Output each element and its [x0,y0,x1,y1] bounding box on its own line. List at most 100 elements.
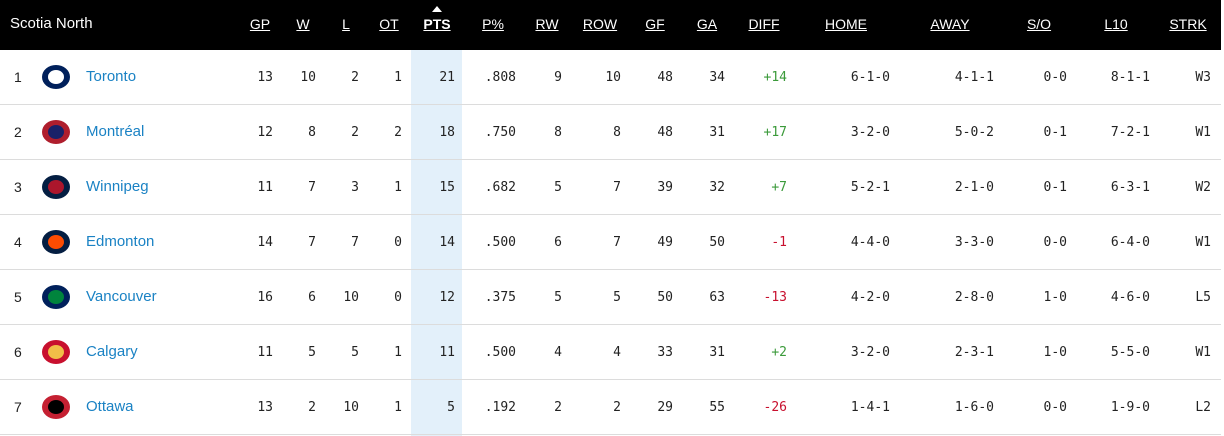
stat-cell: 5 [613,290,621,305]
stat-cell: 2-8-0 [954,290,994,305]
stat-cell: 4-2-0 [850,290,890,305]
stat-cell: 48 [657,70,673,85]
team-name[interactable]: Montréal [86,123,145,140]
table-header: Scotia North GP W L OT PTS P% RW ROW GF GA DIFF HOM… [0,0,1221,50]
column-header[interactable]: W [296,16,310,32]
stat-cell: 13 [257,400,273,415]
stat-cell: 3 [351,180,359,195]
stat-cell: 2 [613,400,621,415]
column-header[interactable]: GP [249,16,271,32]
stat-cell: 4-1-1 [954,70,994,85]
team-row: 1 Toronto 13 10 2 1 21.808 9 10 48 34 +14 6-1-0 4-1-1… [0,50,1221,105]
stat-cell: 7 [351,235,359,250]
stat-cell: .750 [484,125,516,140]
column-header[interactable]: GA [696,16,718,32]
stat-cell: 31 [709,345,725,360]
stat-cell: 5 [308,345,316,360]
stat-cell: 2 [351,125,359,140]
stat-cell: 7 [613,235,621,250]
stat-cell: 5 [447,400,455,415]
stat-cell: +2 [771,345,787,360]
stat-cell: 5-0-2 [954,125,994,140]
stat-cell: 4-4-0 [850,235,890,250]
team-row: 4 Edmonton 14 7 7 0 14 .500 6 7 49 50 -1 4-4-0 3-3-0 0-… [0,215,1221,270]
stat-cell: 18 [439,125,455,140]
team-name[interactable]: Winnipeg [86,178,149,195]
stat-cell: 1 [394,180,402,195]
stat-cell: .500 [484,345,516,360]
stat-cell: 5 [351,345,359,360]
stat-cell: 3-2-0 [850,125,890,140]
team-logo [42,230,70,254]
column-header[interactable]: PTS [423,16,451,32]
rank: 7 [14,399,22,415]
stat-cell: 7 [308,235,316,250]
stat-cell: 0 [394,235,402,250]
team-logo [42,65,70,89]
team-row: 5 Vancouver 16 6 10 0 12 .375 5 5 50 63 -13 4-2-0 2-8-… [0,270,1221,325]
stat-cell: 2-3-1 [954,345,994,360]
stat-cell: 0-0 [1043,70,1067,85]
stat-cell: 50 [657,290,673,305]
stat-cell: 34 [709,70,725,85]
stat-cell: 2-1-0 [954,180,994,195]
stat-cell: 15 [439,180,455,195]
stat-cell: 6 [554,235,562,250]
column-header[interactable]: OT [379,16,399,32]
stat-cell: 5-2-1 [850,180,890,195]
team-name[interactable]: Toronto [86,68,137,85]
team-name[interactable]: Calgary [86,343,138,360]
stat-cell: 10 [343,400,359,415]
stat-cell: +14 [763,70,787,85]
stat-cell: 0-0 [1043,400,1067,415]
column-header[interactable]: HOME [825,16,867,32]
rank: 4 [14,234,22,250]
column-header[interactable]: L [342,16,350,32]
stat-cell: .500 [484,235,516,250]
team-row: 3 Winnipeg 11 7 3 1 15 .682 5 7 39 32 +7 5-2-1 2-1-0 0-… [0,160,1221,215]
column-header[interactable]: ROW [582,16,618,32]
stat-cell: 31 [709,125,725,140]
column-header[interactable]: RW [535,16,559,32]
rank: 3 [14,179,22,195]
stat-cell: +7 [771,180,787,195]
stat-cell: W1 [1195,125,1211,140]
stat-cell: 63 [709,290,725,305]
stat-cell: 1-9-0 [1110,400,1150,415]
stat-cell: 1-0 [1043,345,1067,360]
team-name[interactable]: Ottawa [86,398,134,415]
stat-cell: 6-3-1 [1110,180,1150,195]
stat-cell: W2 [1195,180,1211,195]
stat-cell: 1-6-0 [954,400,994,415]
team-name[interactable]: Vancouver [86,288,157,305]
stat-cell: -26 [763,400,787,415]
stat-cell: 11 [257,345,273,360]
column-header[interactable]: GF [645,16,665,32]
stat-cell: 6-4-0 [1110,235,1150,250]
column-header[interactable]: STRK [1169,16,1207,32]
stat-cell: W3 [1195,70,1211,85]
column-header[interactable]: AWAY [930,16,970,32]
column-header[interactable]: S/O [1026,16,1052,32]
stat-cell: 1 [394,70,402,85]
stat-cell: .682 [484,180,516,195]
team-logo [42,395,70,419]
stat-cell: 0-1 [1043,180,1067,195]
stat-cell: L5 [1195,290,1211,305]
stat-cell: 0 [394,290,402,305]
stat-cell: 6 [308,290,316,305]
stat-cell: 13 [257,70,273,85]
stat-cell: 10 [605,70,621,85]
team-name[interactable]: Edmonton [86,233,155,250]
column-header[interactable]: P% [482,16,504,32]
column-header[interactable]: L10 [1104,16,1128,32]
stat-cell: 2 [394,125,402,140]
team-logo [42,340,70,364]
stat-cell: 39 [657,180,673,195]
stat-cell: 2 [308,400,316,415]
stat-cell: 33 [657,345,673,360]
stat-cell: 8 [613,125,621,140]
column-header[interactable]: DIFF [748,16,780,32]
stat-cell: 8 [554,125,562,140]
stat-cell: 4 [613,345,621,360]
